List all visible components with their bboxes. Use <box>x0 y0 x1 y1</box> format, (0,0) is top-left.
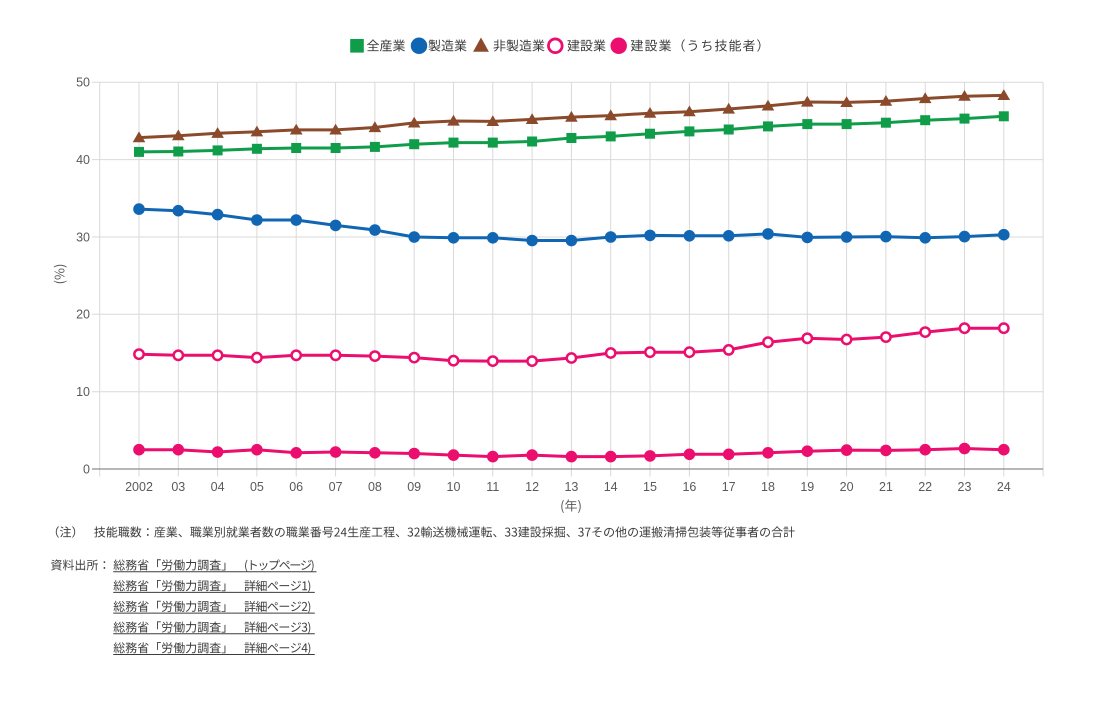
svg-text:16: 16 <box>682 480 696 494</box>
svg-text:19: 19 <box>800 480 814 494</box>
svg-text:10: 10 <box>76 385 90 399</box>
svg-text:17: 17 <box>722 480 736 494</box>
svg-text:13: 13 <box>564 480 578 494</box>
svg-text:50: 50 <box>76 76 90 90</box>
svg-text:30: 30 <box>76 230 90 244</box>
svg-text:22: 22 <box>918 480 932 494</box>
svg-text:06: 06 <box>289 480 303 494</box>
svg-text:23: 23 <box>958 480 972 494</box>
svg-text:10: 10 <box>447 480 461 494</box>
svg-text:15: 15 <box>643 480 657 494</box>
svg-text:40: 40 <box>76 153 90 167</box>
svg-text:21: 21 <box>879 480 893 494</box>
svg-text:20: 20 <box>76 308 90 322</box>
svg-text:09: 09 <box>407 480 421 494</box>
svg-text:0: 0 <box>83 462 90 476</box>
svg-text:07: 07 <box>329 480 343 494</box>
svg-text:03: 03 <box>171 480 185 494</box>
svg-text:2002: 2002 <box>125 480 153 494</box>
svg-text:08: 08 <box>368 480 382 494</box>
svg-text:05: 05 <box>250 480 264 494</box>
svg-text:12: 12 <box>525 480 539 494</box>
svg-text:24: 24 <box>997 480 1011 494</box>
svg-text:11: 11 <box>486 480 499 494</box>
svg-text:04: 04 <box>211 480 225 494</box>
svg-text:20: 20 <box>840 480 854 494</box>
svg-text:18: 18 <box>761 480 775 494</box>
svg-text:14: 14 <box>604 480 618 494</box>
